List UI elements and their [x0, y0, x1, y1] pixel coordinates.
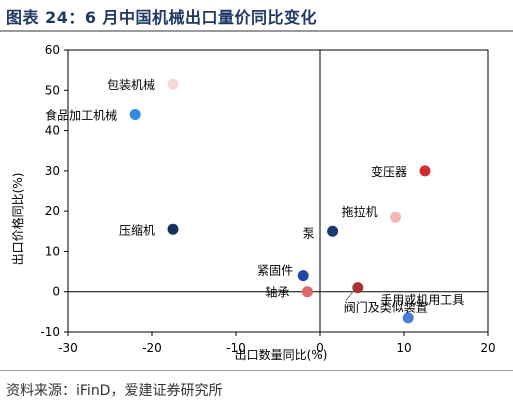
- scatter-point: [129, 108, 141, 120]
- y-tick-label: 50: [45, 83, 60, 97]
- y-tick-label: 30: [45, 164, 60, 178]
- y-tick-label: 60: [45, 43, 60, 57]
- scatter-point: [327, 225, 339, 237]
- x-tick-label: -10: [226, 341, 246, 355]
- point-label: 紧固件: [257, 264, 293, 278]
- point-label: 包装机械: [107, 77, 155, 92]
- source-divider: [0, 370, 513, 371]
- y-axis-title: 出口价格同比(%): [10, 173, 25, 266]
- y-tick-label: 0: [52, 285, 60, 299]
- point-label: 压缩机: [119, 222, 155, 237]
- chart-axes: [67, 49, 489, 333]
- scatter-point: [352, 282, 364, 294]
- figure-title: 图表 24：6 月中国机械出口量价同比变化: [6, 8, 318, 27]
- label-leader-lines: [345, 290, 355, 301]
- point-label: 食品加工机械: [45, 107, 117, 122]
- x-tick-label: -30: [58, 341, 78, 355]
- scatter-point: [301, 286, 313, 298]
- point-label: 变压器: [371, 164, 407, 179]
- point-label: 轴承: [265, 285, 289, 300]
- scatter-point: [419, 165, 431, 177]
- scatter-point: [402, 312, 414, 324]
- scatter-point: [297, 270, 309, 282]
- title-divider: [0, 30, 513, 32]
- scatter-chart: -10 0 10 20 30 40 50 60 -30 -20 -10 0 10 20 包装机械食品加工机…: [10, 43, 496, 362]
- point-label: 阀门及类似装置: [344, 300, 428, 315]
- source-note: 资料来源：iFinD，爱建证券研究所: [6, 383, 223, 399]
- plot-frame: [67, 49, 489, 333]
- point-label: 泵: [303, 226, 315, 240]
- chart-ticks: -10 0 10 20 30 40 50 60 -30 -20 -10 0 10 20: [40, 43, 495, 355]
- x-tick-label: 20: [480, 341, 495, 355]
- y-tick-label: 40: [45, 124, 60, 138]
- x-axis-title: 出口数量同比(%): [235, 347, 328, 362]
- leader-line: [345, 290, 355, 301]
- y-tick-label: -10: [40, 325, 60, 339]
- scatter-point: [390, 211, 402, 223]
- x-tick-label: -20: [142, 341, 162, 355]
- chart-points: [129, 78, 431, 324]
- scatter-point: [167, 223, 179, 235]
- y-tick-label: 20: [45, 204, 60, 218]
- y-tick-label: 10: [45, 244, 60, 258]
- scatter-point: [167, 78, 179, 90]
- point-label: 拖拉机: [342, 204, 378, 219]
- x-tick-label: 10: [396, 341, 411, 355]
- point-label: 手用或机用工具: [380, 293, 464, 307]
- x-tick-label: 0: [316, 341, 324, 355]
